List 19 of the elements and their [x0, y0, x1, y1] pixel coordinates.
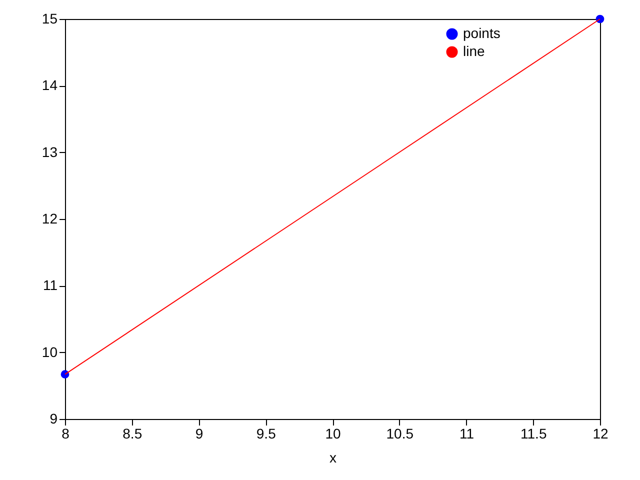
x-tick-label: 9: [195, 426, 204, 442]
y-tick-label: 11: [42, 277, 58, 294]
y-tick-label: 9: [50, 410, 58, 426]
y-tick-label: 10: [42, 344, 58, 360]
x-tick-label: 9.5: [256, 426, 276, 442]
y-tick-label: 14: [42, 77, 58, 94]
y-tick-label: 15: [42, 10, 58, 26]
x-tick-label: 8.5: [122, 426, 142, 442]
x-tick-label: 10.5: [386, 426, 414, 442]
x-tick-label: 10: [325, 426, 341, 442]
x-axis-title: x: [330, 450, 336, 466]
legend-label: points: [463, 25, 500, 41]
legend-label: line: [463, 43, 486, 59]
y-tick-label: 12: [42, 210, 58, 226]
x-tick-label: 11.5: [520, 426, 547, 442]
x-tick-label: 8: [62, 426, 70, 442]
x-tick-label: 12: [592, 426, 608, 442]
y-tick-label: 13: [42, 144, 58, 160]
x-tick-label: 11: [459, 426, 474, 442]
